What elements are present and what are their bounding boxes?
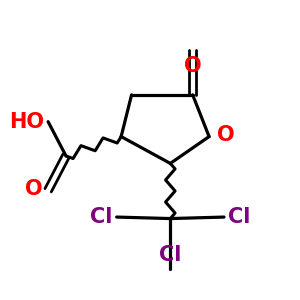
Text: Cl: Cl <box>229 207 251 227</box>
Text: Cl: Cl <box>159 245 182 265</box>
Text: O: O <box>25 179 42 199</box>
Text: Cl: Cl <box>90 207 112 227</box>
Text: O: O <box>184 56 202 76</box>
Text: HO: HO <box>9 112 44 132</box>
Text: O: O <box>217 125 234 145</box>
